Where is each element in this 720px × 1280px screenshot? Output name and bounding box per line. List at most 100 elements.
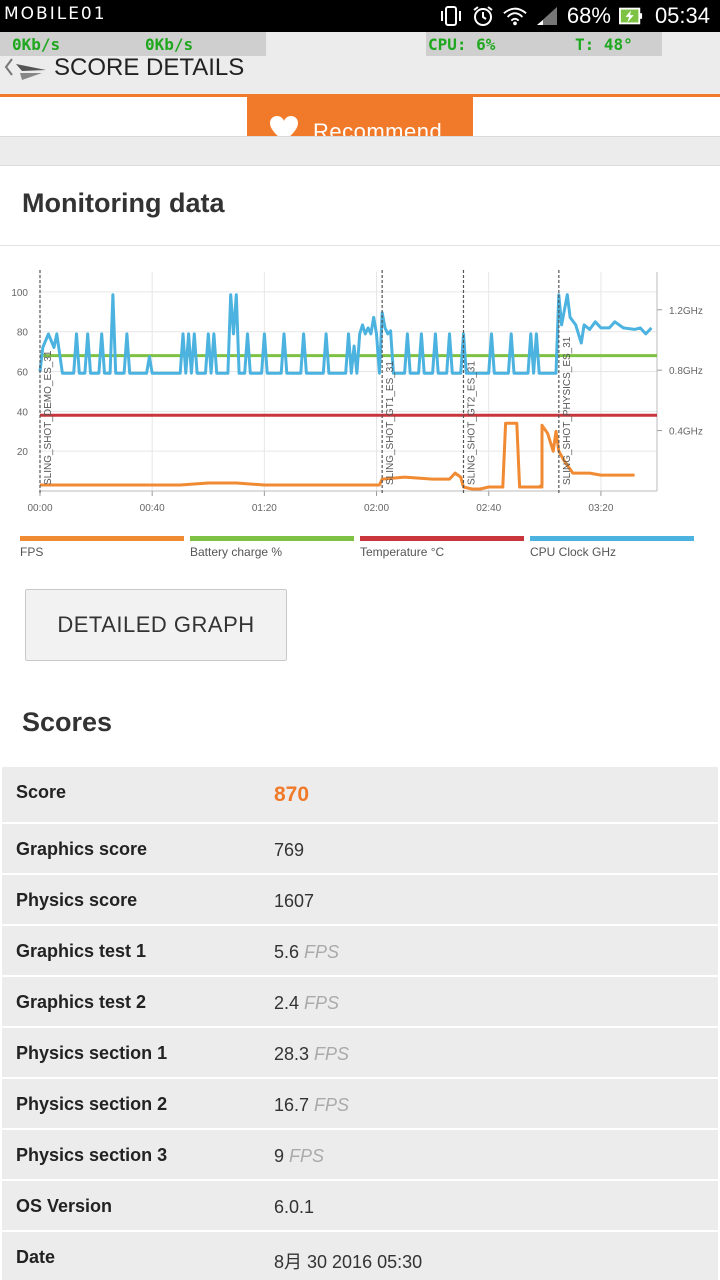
network-speed-overlay: 0Kb/s 0Kb/s <box>0 32 266 56</box>
legend-item: Temperature °C <box>360 536 524 559</box>
legend-item: CPU Clock GHz <box>530 536 694 559</box>
download-speed: 0Kb/s <box>12 35 61 54</box>
score-value: 8月 30 2016 05:30 <box>274 1252 423 1272</box>
legend-label: Battery charge % <box>190 545 283 559</box>
score-row: Graphics test 1 5.6 FPS <box>2 925 718 976</box>
back-logo-icon[interactable] <box>2 56 50 84</box>
legend-swatch <box>190 536 354 541</box>
score-unit: FPS <box>299 942 340 962</box>
legend-swatch <box>360 536 524 541</box>
score-unit: FPS <box>299 993 340 1013</box>
score-label: Physics section 2 <box>16 1094 168 1114</box>
x-tick-label: 00:00 <box>27 503 52 514</box>
series-line-cpu-clock-ghz <box>38 293 653 375</box>
watermark-logo: MOBILE01 <box>4 4 107 24</box>
vibrate-icon <box>440 6 461 26</box>
score-label: Date <box>16 1247 56 1267</box>
test-marker-label: SLING_SHOT_PHYSICS_ES_31 <box>562 336 573 485</box>
alarm-icon <box>473 6 493 26</box>
y-left-tick-label: 40 <box>17 407 29 418</box>
scores-card: Scores Score 870 Graphics score 769 Physics … <box>0 700 720 1280</box>
score-label: OS Version <box>16 1196 113 1216</box>
score-value: 870 <box>274 783 310 806</box>
monitoring-chart[interactable]: 20 40 60 80 100 00:00 00:40 01:20 02:00 02:40 03:2… <box>0 262 720 522</box>
score-label: Graphics test 2 <box>16 992 147 1012</box>
score-row: Physics section 3 9 FPS <box>2 1129 718 1180</box>
scores-table: Score 870 Graphics score 769 Physics score 16… <box>2 766 718 1280</box>
score-label: Physics section 1 <box>16 1043 168 1063</box>
heart-icon <box>270 116 298 136</box>
divider <box>0 245 720 246</box>
scores-title: Scores <box>22 707 113 737</box>
score-row: Physics section 2 16.7 FPS <box>2 1078 718 1129</box>
score-value: 16.7 FPS <box>274 1095 350 1115</box>
y-left-tick-label: 100 <box>11 288 28 299</box>
cellular-signal-icon <box>536 7 557 25</box>
legend-label: CPU Clock GHz <box>530 545 617 559</box>
x-tick-label: 02:00 <box>364 503 389 514</box>
recommend-button[interactable]: Recommend <box>247 97 473 137</box>
monitoring-title: Monitoring data <box>22 188 225 218</box>
clock: 05:34 <box>654 3 710 28</box>
y-left-tick-label: 80 <box>17 328 29 339</box>
score-row: Graphics score 769 <box>2 823 718 874</box>
upload-speed: 0Kb/s <box>145 35 194 54</box>
score-value: 2.4 FPS <box>274 993 340 1013</box>
score-row: Date 8月 30 2016 05:30 <box>2 1231 718 1280</box>
legend-item: Battery charge % <box>190 536 354 559</box>
monitoring-card: Monitoring data 20 40 60 80 100 00:00 00:40 01:… <box>0 165 720 700</box>
legend-swatch <box>530 536 694 541</box>
x-tick-label: 00:40 <box>140 503 165 514</box>
legend-swatch <box>20 536 184 541</box>
battery-charging-icon <box>618 7 643 25</box>
x-tick-label: 02:40 <box>476 503 501 514</box>
score-value: 769 <box>274 840 305 860</box>
score-unit: FPS <box>309 1095 350 1115</box>
page-title: SCORE DETAILS <box>54 54 245 81</box>
score-value: 5.6 FPS <box>274 942 340 962</box>
test-marker-label: SLING_SHOT_GT2_ES_31 <box>466 361 477 485</box>
score-value: 9 FPS <box>274 1146 325 1166</box>
score-value: 6.0.1 <box>274 1197 315 1217</box>
score-label: Graphics test 1 <box>16 941 147 961</box>
score-value: 1607 <box>274 891 315 911</box>
score-label: Physics section 3 <box>16 1145 168 1165</box>
y-right-tick-label: 0.8GHz <box>669 366 703 377</box>
score-row: Score 870 <box>2 766 718 823</box>
recommend-label: Recommend <box>313 119 443 137</box>
legend-label: FPS <box>20 545 44 559</box>
app-bar-accent-line <box>0 94 720 97</box>
x-tick-label: 01:20 <box>252 503 277 514</box>
wifi-icon <box>503 7 527 26</box>
legend-label: Temperature °C <box>360 545 445 559</box>
y-left-tick-label: 20 <box>17 447 29 458</box>
cpu-usage: CPU: 6% <box>428 35 496 54</box>
score-unit: FPS <box>309 1044 350 1064</box>
score-row: Physics section 1 28.3 FPS <box>2 1027 718 1078</box>
test-marker-label: SLING_SHOT_DEMO_ES_31 <box>43 350 54 485</box>
score-row: OS Version 6.0.1 <box>2 1180 718 1231</box>
series-line-fps <box>40 421 635 491</box>
detailed-graph-button[interactable]: DETAILED GRAPH <box>25 589 287 661</box>
chart-legend: FPS Battery charge % Temperature °C CPU Clo… <box>20 536 700 560</box>
score-value: 28.3 FPS <box>274 1044 350 1064</box>
x-tick-label: 03:20 <box>588 503 613 514</box>
y-right-tick-label: 1.2GHz <box>669 306 703 317</box>
y-right-tick-label: 0.4GHz <box>669 427 703 438</box>
app-bar: SCORE DETAILS <box>0 54 720 94</box>
cpu-temp-overlay: CPU: 6% T: 48° <box>426 32 662 56</box>
score-label: Graphics score <box>16 839 148 859</box>
score-label: Score <box>16 782 67 802</box>
device-temperature: T: 48° <box>575 35 633 54</box>
legend-item: FPS <box>20 536 184 559</box>
status-bar: MOBILE01 68% 05:34 <box>0 0 720 32</box>
score-unit: FPS <box>284 1146 325 1166</box>
status-icons: 68% 05:34 <box>439 0 710 32</box>
battery-percent: 68% <box>566 3 611 28</box>
test-marker-label: SLING_SHOT_GT1_ES_31 <box>385 361 396 485</box>
score-row: Graphics test 2 2.4 FPS <box>2 976 718 1027</box>
y-left-tick-label: 60 <box>17 368 29 379</box>
score-label: Physics score <box>16 890 138 910</box>
score-row: Physics score 1607 <box>2 874 718 925</box>
recommend-card: Recommend <box>0 97 720 137</box>
